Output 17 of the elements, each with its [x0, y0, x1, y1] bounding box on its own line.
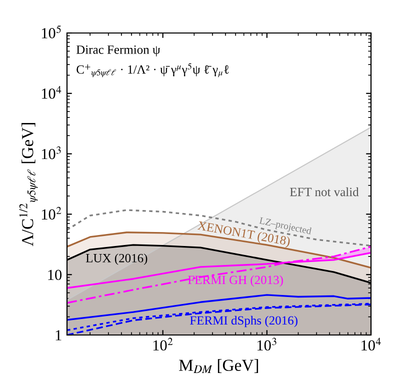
x-tick-label: 10$^{3}$ [257, 338, 276, 351]
y-axis-title: Λ/C$^{1/2}$$_{ψ5ψℓℓ}$ [GeV] [19, 123, 38, 246]
series-label: FERMI GH (2013) [188, 275, 283, 287]
x-tick-label: 10$^{4}$ [362, 338, 381, 351]
y-tick-label: 10$^{4}$ [42, 86, 62, 99]
series-label: LUX (2016) [86, 254, 148, 265]
y-tick-label: 10 [48, 270, 62, 280]
x-tick-label: 10$^{2}$ [153, 338, 173, 351]
annotation: EFT not valid [290, 187, 359, 196]
series-label: FERMI dSphs (2016) [190, 316, 298, 328]
y-tick-label: 10$^{2}$ [42, 206, 62, 220]
x-axis-title: M$_{DM}$ [GeV] [179, 359, 258, 373]
y-tick-label: 10$^{5}$ [42, 25, 61, 38]
annotation: Dirac Fermion ψ [76, 45, 160, 56]
text: C$^{+}$$_{ψ5ψℓℓ}$ · 1/Λ² · ψ̄ γ$^{μ}$γ$^{5}$ψ ℓ̄ γ$_{μ}$ℓ [76, 63, 229, 78]
y-tick-label: 10$^{3}$ [42, 146, 61, 160]
y-tick-label: 1 [56, 330, 62, 340]
